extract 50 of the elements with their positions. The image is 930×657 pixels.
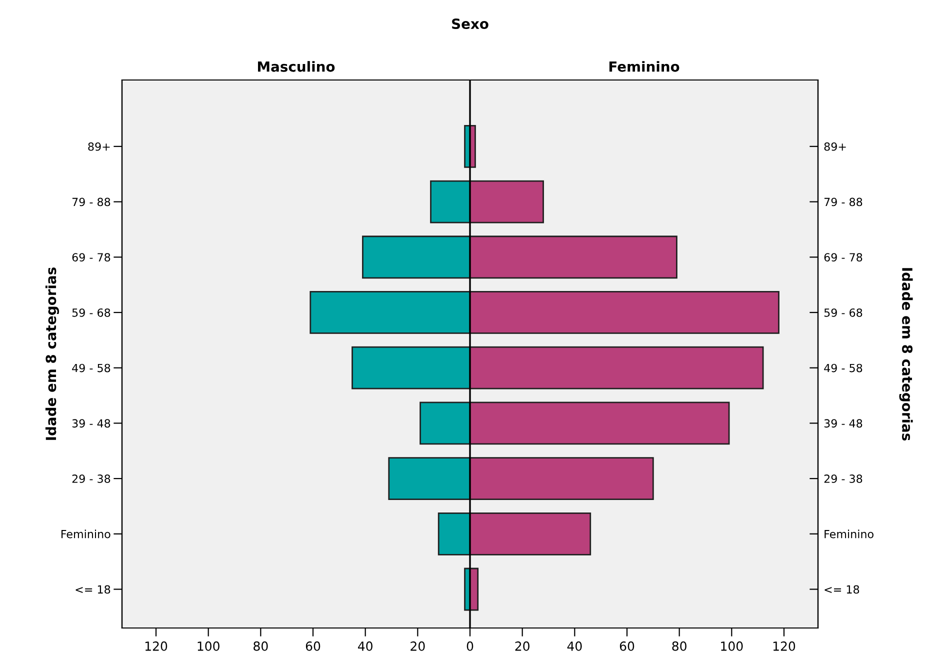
category-label: 89+ bbox=[88, 142, 110, 151]
category-label: 79 - 88 bbox=[72, 198, 110, 206]
x-tick-label: 100 bbox=[721, 641, 743, 651]
bar bbox=[420, 402, 471, 445]
x-tick-label: 60 bbox=[306, 641, 320, 651]
category-label: <= 18 bbox=[76, 585, 110, 594]
text: Feminino bbox=[609, 61, 680, 72]
bar bbox=[469, 512, 592, 556]
x-tick-label: 20 bbox=[410, 641, 425, 651]
bar bbox=[469, 291, 780, 334]
category-label: 29 - 38 bbox=[72, 474, 110, 483]
x-tick-label: 120 bbox=[773, 641, 796, 651]
x-tick-label: 80 bbox=[254, 641, 268, 651]
bar bbox=[438, 512, 471, 556]
x-tick-label: 40 bbox=[567, 641, 582, 651]
x-tick-label: 0 bbox=[466, 641, 474, 651]
x-tick-label: 120 bbox=[145, 641, 168, 651]
y-tick-label: Feminino bbox=[824, 530, 874, 538]
y-tick-label: 39 - 48 bbox=[824, 419, 862, 428]
y-tick-label: 69 - 78 bbox=[824, 253, 862, 262]
text: Masculino bbox=[258, 61, 335, 72]
bar bbox=[469, 457, 654, 500]
bar bbox=[469, 346, 764, 390]
x-tick-label: 60 bbox=[620, 641, 634, 651]
bar bbox=[469, 180, 544, 224]
bar bbox=[469, 402, 730, 445]
y2-axis-title: Idade em 8 categorias bbox=[899, 268, 913, 440]
category-label: 59 - 68 bbox=[72, 308, 110, 317]
y-tick-label: 79 - 88 bbox=[824, 198, 862, 206]
bar bbox=[352, 346, 471, 390]
x-tick-label: 80 bbox=[672, 641, 686, 651]
bar bbox=[310, 291, 471, 334]
bar bbox=[469, 236, 678, 279]
x-tick-label: 40 bbox=[358, 641, 372, 651]
bar bbox=[430, 180, 471, 224]
y-tick-label: 89+ bbox=[824, 142, 846, 151]
bar bbox=[388, 457, 471, 500]
category-label: 49 - 58 bbox=[72, 364, 110, 372]
y-tick-label: 59 - 68 bbox=[824, 308, 862, 317]
category-label: 69 - 78 bbox=[72, 253, 110, 262]
x-tick-label: 20 bbox=[515, 641, 530, 651]
category-label: 39 - 48 bbox=[72, 419, 110, 428]
chart-title: Sexo bbox=[452, 18, 488, 30]
category-label: Feminino bbox=[61, 530, 110, 538]
y-tick-label: 29 - 38 bbox=[824, 474, 862, 483]
y-tick-label: 49 - 58 bbox=[824, 364, 862, 372]
bar bbox=[362, 236, 471, 279]
x-tick-label: 100 bbox=[198, 641, 220, 651]
y-tick-label: <= 18 bbox=[824, 585, 860, 594]
y-axis-title: Idade em 8 categorias bbox=[45, 268, 60, 440]
